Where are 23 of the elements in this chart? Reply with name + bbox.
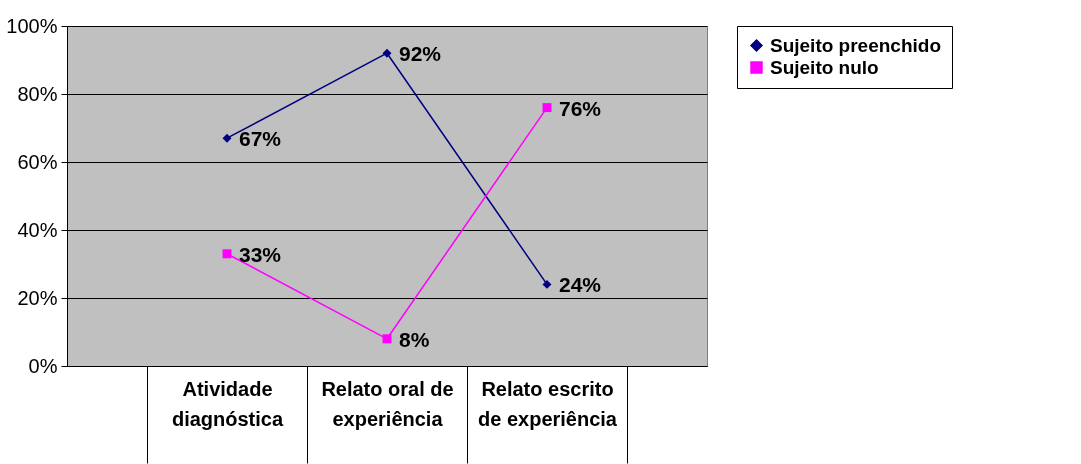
point — [542, 279, 552, 289]
x-tick-label: Relato escrito de experiência — [478, 377, 618, 430]
legend-label: Sujeito nulo — [770, 56, 879, 78]
data-label: 67% — [239, 127, 282, 151]
y-tick-label: 20% — [17, 286, 58, 309]
data-label: 8% — [399, 327, 430, 351]
legend-label: Sujeito preenchido — [770, 34, 942, 56]
y-tick-label: 80% — [17, 82, 58, 105]
data-label: 76% — [559, 96, 602, 120]
point — [222, 133, 232, 143]
y-tick-label: 0% — [28, 354, 58, 377]
y-tick-label: 100% — [6, 14, 58, 37]
x-tick-label: Atividade diagnóstica — [171, 377, 284, 430]
point — [222, 249, 232, 259]
point — [542, 103, 552, 113]
y-tick-label: 60% — [17, 150, 58, 173]
data-label: 33% — [239, 242, 282, 266]
y-tick-label: 40% — [17, 218, 58, 241]
point — [382, 334, 392, 344]
x-tick-label: Relato oral de experiência — [321, 377, 454, 430]
data-label: 92% — [399, 42, 442, 66]
point — [382, 48, 392, 58]
data-label: 24% — [559, 273, 602, 297]
